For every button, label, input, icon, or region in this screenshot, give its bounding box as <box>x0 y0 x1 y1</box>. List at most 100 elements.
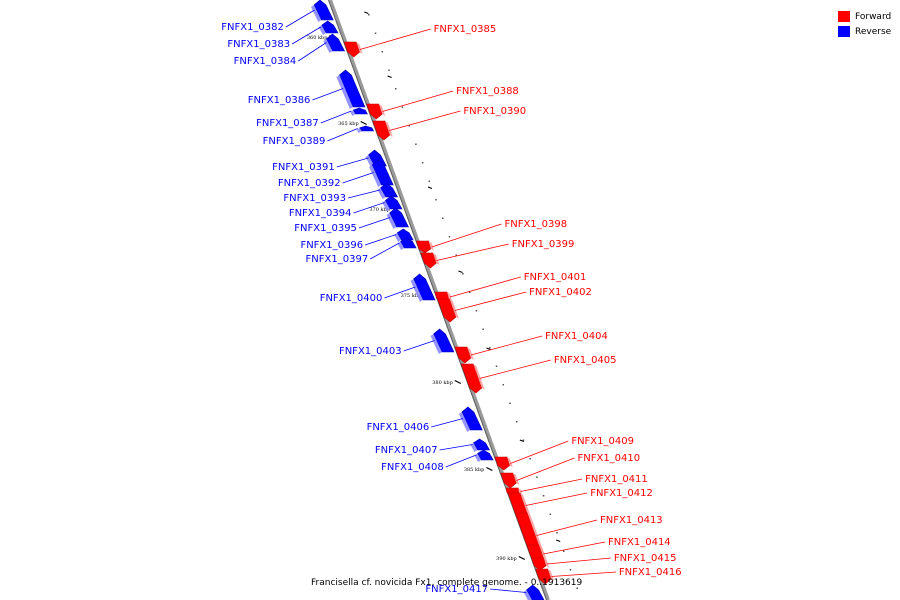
gene-label[interactable]: FNFX1_0397 <box>306 254 369 265</box>
gene-fnfx1_0407-arrow[interactable] <box>470 438 491 452</box>
gene-label[interactable]: FNFX1_0390 <box>463 106 526 117</box>
gene-label[interactable]: FNFX1_0398 <box>504 219 567 230</box>
gene-leader-line <box>454 291 527 311</box>
gene-label[interactable]: FNFX1_0399 <box>512 239 575 250</box>
scale-dot <box>408 125 410 127</box>
gene-label[interactable]: FNFX1_0385 <box>434 24 497 35</box>
gene-body[interactable] <box>413 273 436 301</box>
gene-body[interactable] <box>400 237 417 249</box>
gene-label[interactable]: FNFX1_0388 <box>456 86 519 97</box>
gene-fnfx1_0406-arrow[interactable] <box>458 406 483 432</box>
gene-fnfx1_0409-arrow[interactable] <box>494 456 513 471</box>
gene-body[interactable] <box>416 240 432 254</box>
gene-label[interactable]: FNFX1_0414 <box>608 537 671 548</box>
gene-label[interactable]: FNFX1_0384 <box>234 56 297 67</box>
gene-fnfx1_0415-arrow[interactable] <box>531 557 550 571</box>
gene-label[interactable]: FNFX1_0396 <box>300 240 363 251</box>
gene-fnfx1_0400-arrow[interactable] <box>410 273 436 302</box>
gene-body[interactable] <box>454 346 472 364</box>
gene-body[interactable] <box>359 125 375 132</box>
gene-body[interactable] <box>352 107 368 115</box>
gene-body[interactable] <box>325 33 346 52</box>
gene-fnfx1_0399-arrow[interactable] <box>420 252 440 269</box>
gene-body[interactable] <box>526 584 545 600</box>
gene-label[interactable]: FNFX1_0406 <box>367 422 430 433</box>
kbp-tick <box>518 555 526 561</box>
gene-side <box>543 558 550 568</box>
gene-body[interactable] <box>461 406 483 431</box>
gene-label[interactable]: FNFX1_0386 <box>248 95 311 106</box>
gene-fnfx1_0403-arrow[interactable] <box>430 328 455 354</box>
gene-body[interactable] <box>389 207 409 228</box>
gene-fnfx1_0382-arrow[interactable] <box>311 0 334 22</box>
gene-leader-line <box>342 172 374 184</box>
gene-label[interactable]: FNFX1_0409 <box>571 436 634 447</box>
gene-leader-line <box>382 90 454 112</box>
gene-fnfx1_0389-arrow[interactable] <box>356 125 375 133</box>
gene-label[interactable]: FNFX1_0411 <box>585 474 648 485</box>
gene-body[interactable] <box>531 557 547 571</box>
gene-body[interactable] <box>500 472 517 489</box>
gene-fnfx1_0416-arrow[interactable] <box>535 568 555 585</box>
scale-dot <box>421 162 424 164</box>
gene-fnfx1_0404-arrow[interactable] <box>454 346 474 364</box>
gene-label[interactable]: FNFX1_0415 <box>614 553 677 564</box>
gene-fnfx1_0388-arrow[interactable] <box>366 103 386 120</box>
gene-label[interactable]: FNFX1_0408 <box>381 462 444 473</box>
gene-label[interactable]: FNFX1_0394 <box>289 208 352 219</box>
gene-label[interactable]: FNFX1_0402 <box>529 287 592 298</box>
gene-fnfx1_0408-arrow[interactable] <box>474 449 494 462</box>
gene-label[interactable]: FNFX1_0387 <box>256 118 319 129</box>
gene-fnfx1_0394-arrow[interactable] <box>382 195 403 211</box>
gene-label[interactable]: FNFX1_0389 <box>263 136 326 147</box>
gene-side <box>547 569 555 581</box>
gene-label[interactable]: FNFX1_0391 <box>272 162 335 173</box>
gene-fnfx1_0385-arrow[interactable] <box>343 41 363 58</box>
gene-body[interactable] <box>366 103 383 120</box>
gene-fnfx1_0383-arrow[interactable] <box>318 20 339 35</box>
gene-fnfx1_0398-arrow[interactable] <box>416 240 434 254</box>
gene-label[interactable]: FNFX1_0407 <box>375 445 438 456</box>
gene-label[interactable]: FNFX1_0417 <box>425 584 488 595</box>
gene-label[interactable]: FNFX1_0400 <box>320 293 383 304</box>
gene-side <box>474 453 482 462</box>
scale-dot <box>368 14 370 16</box>
gene-label[interactable]: FNFX1_0401 <box>524 272 587 283</box>
gene-fnfx1_0384-arrow[interactable] <box>323 33 346 53</box>
scale-dot <box>563 550 565 552</box>
gene-body[interactable] <box>437 298 457 323</box>
gene-body[interactable] <box>535 568 552 585</box>
gene-leader-line <box>384 286 416 299</box>
gene-fnfx1_0387-arrow[interactable] <box>350 107 368 116</box>
gene-fnfx1_0405-arrow[interactable] <box>460 363 485 394</box>
gene-fnfx1_0386-arrow[interactable] <box>336 69 366 109</box>
gene-label[interactable]: FNFX1_0413 <box>600 515 663 526</box>
gene-label[interactable]: FNFX1_0404 <box>545 331 608 342</box>
gene-body[interactable] <box>372 120 391 141</box>
gene-label[interactable]: FNFX1_0410 <box>577 453 640 464</box>
gene-body[interactable] <box>339 69 366 108</box>
gene-label[interactable]: FNFX1_0393 <box>283 193 346 204</box>
gene-label[interactable]: FNFX1_0395 <box>294 223 357 234</box>
gene-fnfx1_0395-arrow[interactable] <box>386 207 409 229</box>
gene-label[interactable]: FNFX1_0416 <box>619 567 682 578</box>
gene-label[interactable]: FNFX1_0382 <box>221 22 284 33</box>
gene-body[interactable] <box>343 41 361 58</box>
gene-side <box>377 187 386 199</box>
gene-body[interactable] <box>460 363 483 394</box>
gene-label[interactable]: FNFX1_0403 <box>339 346 402 357</box>
gene-label[interactable]: FNFX1_0405 <box>554 355 617 366</box>
gene-fnfx1_0410-arrow[interactable] <box>500 472 520 489</box>
gene-label[interactable]: FNFX1_0392 <box>278 178 341 189</box>
gene-fnfx1_0397-arrow[interactable] <box>397 237 417 250</box>
gene-label[interactable]: FNFX1_0383 <box>227 39 290 50</box>
gene-body[interactable] <box>433 328 455 353</box>
gene-fnfx1_0390-arrow[interactable] <box>372 120 393 141</box>
gene-body[interactable] <box>321 20 339 34</box>
gene-body[interactable] <box>494 456 511 471</box>
gene-label[interactable]: FNFX1_0412 <box>590 488 653 499</box>
gene-body[interactable] <box>477 449 494 461</box>
gene-fnfx1_0402-arrow[interactable] <box>437 298 459 323</box>
gene-body[interactable] <box>313 0 334 21</box>
gene-body[interactable] <box>420 252 437 269</box>
